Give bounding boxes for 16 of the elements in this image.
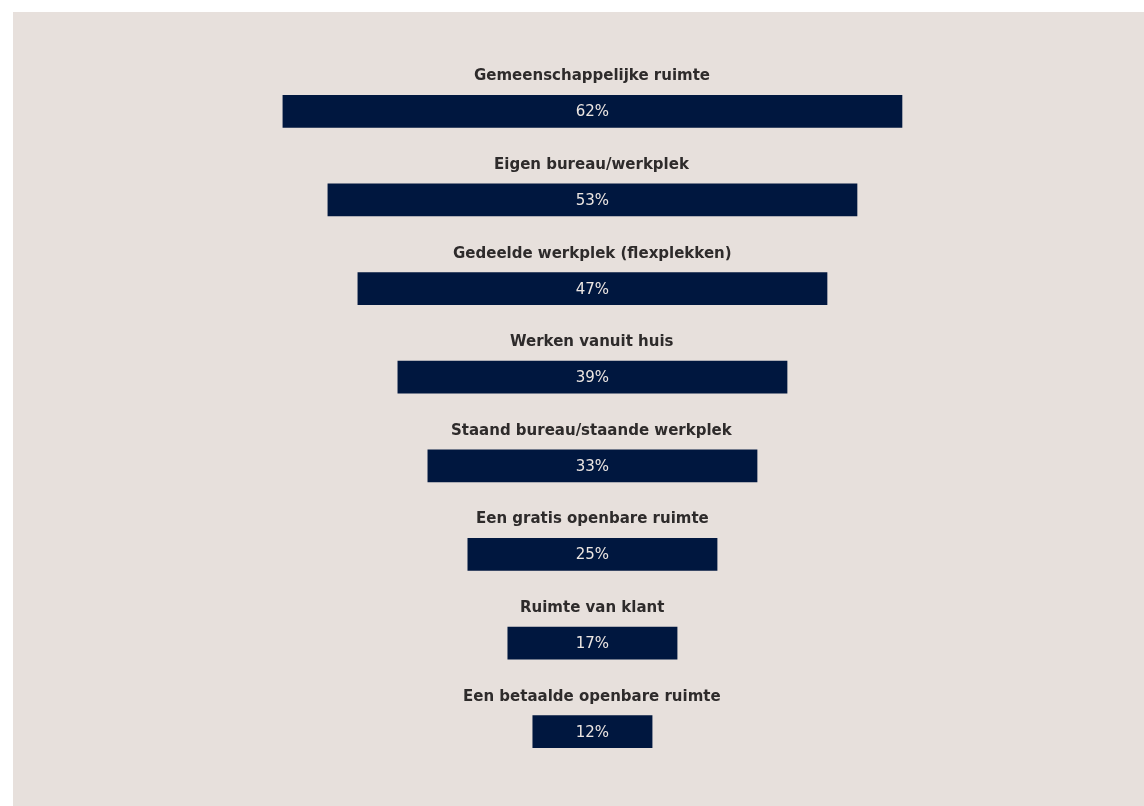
category-label: Gedeelde werkplek (flexplekken): [453, 244, 732, 262]
data-label: 25%: [575, 545, 610, 564]
data-label: 62%: [575, 102, 610, 121]
category-label: Ruimte van klant: [520, 598, 665, 616]
data-label: 47%: [575, 279, 610, 298]
data-label: 53%: [575, 190, 610, 209]
data-label: 39%: [575, 368, 610, 387]
data-label: 33%: [575, 456, 610, 475]
category-label: Gemeenschappelijke ruimte: [474, 66, 710, 84]
data-label: 12%: [575, 722, 610, 741]
category-label: Een gratis openbare ruimte: [476, 509, 709, 527]
data-label: 17%: [575, 634, 610, 653]
category-label: Eigen bureau/werkplek: [494, 155, 690, 173]
category-label: Een betaalde openbare ruimte: [463, 687, 721, 705]
category-label: Staand bureau/staande werkplek: [451, 421, 733, 439]
category-label: Werken vanuit huis: [510, 332, 674, 350]
